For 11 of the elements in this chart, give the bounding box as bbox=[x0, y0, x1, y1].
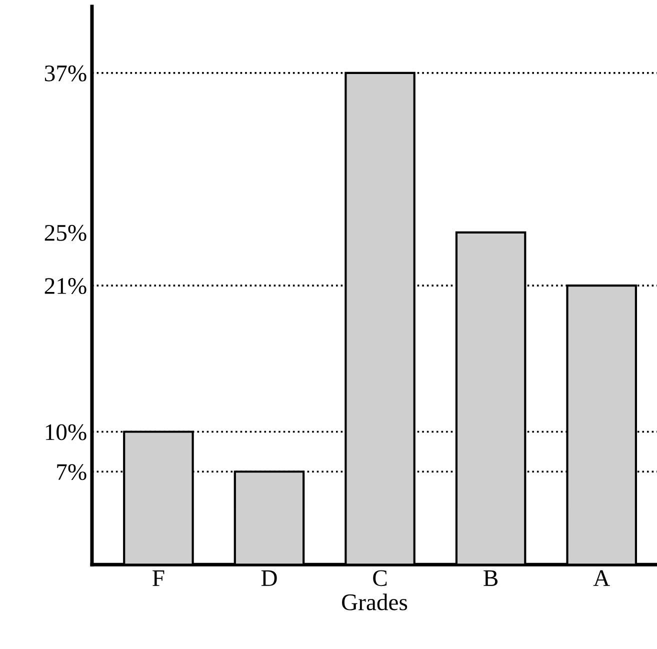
x-tick-label: C bbox=[373, 570, 387, 586]
y-tick-label: 21% bbox=[44, 278, 86, 294]
x-tick-label: B bbox=[484, 570, 498, 586]
y-tick-label: 37% bbox=[44, 65, 86, 82]
x-tick-label: A bbox=[593, 570, 610, 586]
y-tick-label: 25% bbox=[44, 224, 86, 241]
y-tick-label: 7% bbox=[57, 464, 86, 480]
x-tick-label: F bbox=[152, 570, 164, 586]
x-tick-label: D bbox=[261, 570, 277, 586]
x-axis-title: Grades bbox=[342, 594, 408, 610]
y-tick-label: 10% bbox=[46, 424, 86, 440]
